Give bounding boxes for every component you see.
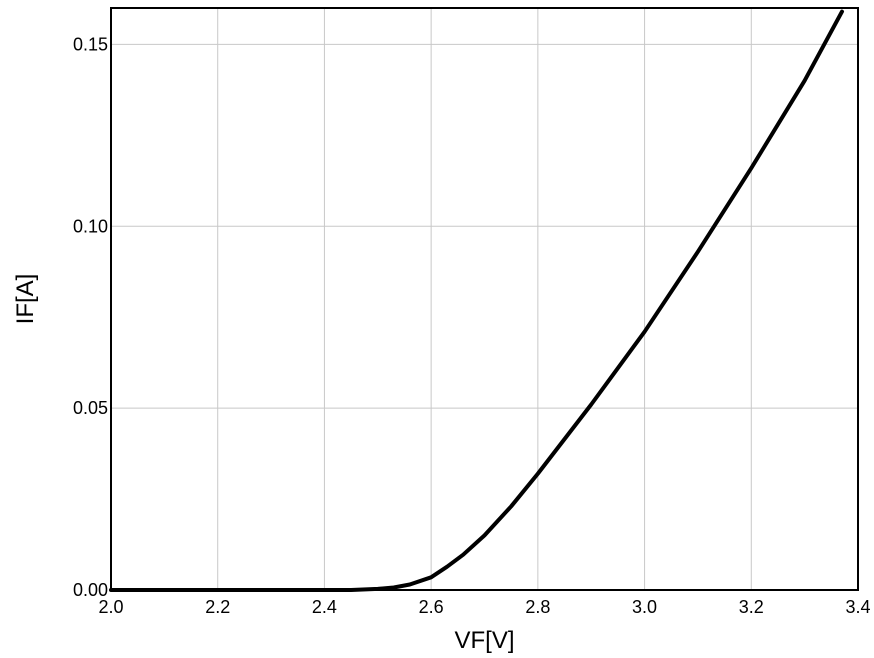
y-tick-label: 0.00 — [73, 580, 108, 600]
series-layer — [109, 9, 844, 592]
x-tick-labels: 2.0 2.2 2.4 2.6 2.8 3.0 3.2 3.4 — [98, 597, 870, 617]
x-tick-label: 3.4 — [845, 597, 870, 617]
y-tick-label: 0.10 — [73, 216, 108, 236]
x-tick-label: 2.0 — [98, 597, 123, 617]
x-axis-label: VF[V] — [454, 627, 514, 654]
y-tick-label: 0.05 — [73, 398, 108, 418]
x-tick-label: 3.2 — [739, 597, 764, 617]
series-line — [109, 9, 844, 592]
y-axis-label: IF[A] — [12, 274, 39, 325]
x-tick-label: 2.2 — [205, 597, 230, 617]
x-tick-label: 3.0 — [632, 597, 657, 617]
x-tick-label: 2.6 — [419, 597, 444, 617]
y-tick-labels: 0.00 0.05 0.10 0.15 — [73, 34, 108, 600]
grid-lines — [110, 8, 859, 591]
plot-frame — [110, 7, 859, 591]
x-tick-label: 2.8 — [525, 597, 550, 617]
x-tick-label: 2.4 — [312, 597, 337, 617]
y-tick-label: 0.15 — [73, 34, 108, 54]
